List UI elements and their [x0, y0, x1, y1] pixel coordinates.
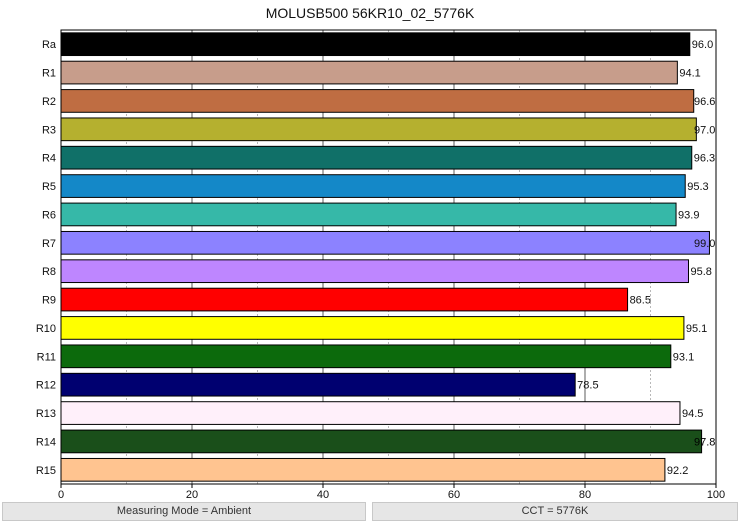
value-label-r2: 96.6	[694, 96, 715, 108]
measuring-mode-status: Measuring Mode = Ambient	[2, 502, 366, 521]
value-label-r4: 96.3	[694, 153, 715, 165]
bar-r4	[60, 145, 693, 170]
value-label-r5: 95.3	[687, 181, 708, 193]
bar-r1	[60, 60, 678, 85]
bar-r5	[60, 174, 686, 198]
x-tick-label: 0	[58, 489, 64, 500]
category-label-r3: R3	[42, 124, 56, 136]
value-label-r1: 94.1	[679, 68, 700, 80]
value-label-r12: 78.5	[577, 380, 598, 392]
category-label-r7: R7	[42, 238, 56, 250]
x-tick-label: 20	[186, 489, 198, 500]
value-label-r7: 99.0	[694, 238, 715, 250]
chart-title: MOLUSB500 56KR10_02_5776K	[265, 5, 475, 21]
category-label-r8: R8	[42, 266, 56, 278]
category-label-r11: R11	[37, 351, 56, 363]
plot-frame	[60, 29, 717, 485]
bar-r2	[60, 89, 695, 113]
x-tick-label: 40	[317, 489, 329, 500]
value-label-r13: 94.5	[682, 408, 703, 420]
bar-r3	[60, 117, 697, 142]
category-label-r2: R2	[42, 96, 56, 108]
category-label-ra: Ra	[42, 39, 57, 51]
category-label-r13: R13	[36, 408, 56, 420]
category-label-r12: R12	[36, 380, 56, 392]
value-label-r10: 95.1	[686, 323, 707, 335]
category-label-r6: R6	[42, 209, 56, 221]
category-label-r1: R1	[42, 68, 56, 80]
category-label-r5: R5	[42, 181, 56, 193]
category-label-r4: R4	[42, 153, 56, 165]
category-label-r14: R14	[36, 436, 56, 448]
bar-r10	[60, 316, 685, 340]
bar-r9	[60, 287, 629, 312]
bar-ra	[60, 32, 691, 57]
cct-status: CCT = 5776K	[372, 502, 738, 521]
value-label-r11: 93.1	[673, 351, 694, 363]
bar-r11	[60, 344, 672, 369]
bar-r15	[60, 457, 666, 482]
bar-r7	[60, 230, 710, 255]
bar-r14	[60, 429, 703, 454]
bar-chart: Ra 96.0 R1 94.1 R2 96.6 R3 97.0 R4 96.3 R5 95.3 R6 93…	[36, 29, 725, 500]
category-label-r9: R9	[42, 295, 56, 307]
bar-r6	[60, 202, 677, 227]
value-label-r8: 95.8	[690, 266, 711, 278]
value-label-r9: 86.5	[630, 295, 651, 307]
value-label-r15: 92.2	[667, 465, 688, 477]
value-label-r3: 97.0	[694, 124, 715, 136]
x-tick-label: 100	[707, 489, 725, 500]
category-label-r15: R15	[36, 465, 56, 477]
bar-r13	[60, 401, 681, 425]
value-label-ra: 96.0	[692, 39, 713, 51]
value-label-r6: 93.9	[678, 209, 699, 221]
x-tick-label: 80	[579, 489, 591, 500]
x-tick-label: 60	[448, 489, 460, 500]
value-label-r14: 97.8	[694, 436, 715, 448]
bar-r8	[60, 259, 689, 284]
category-label-r10: R10	[36, 323, 56, 335]
bar-r12	[60, 372, 576, 397]
